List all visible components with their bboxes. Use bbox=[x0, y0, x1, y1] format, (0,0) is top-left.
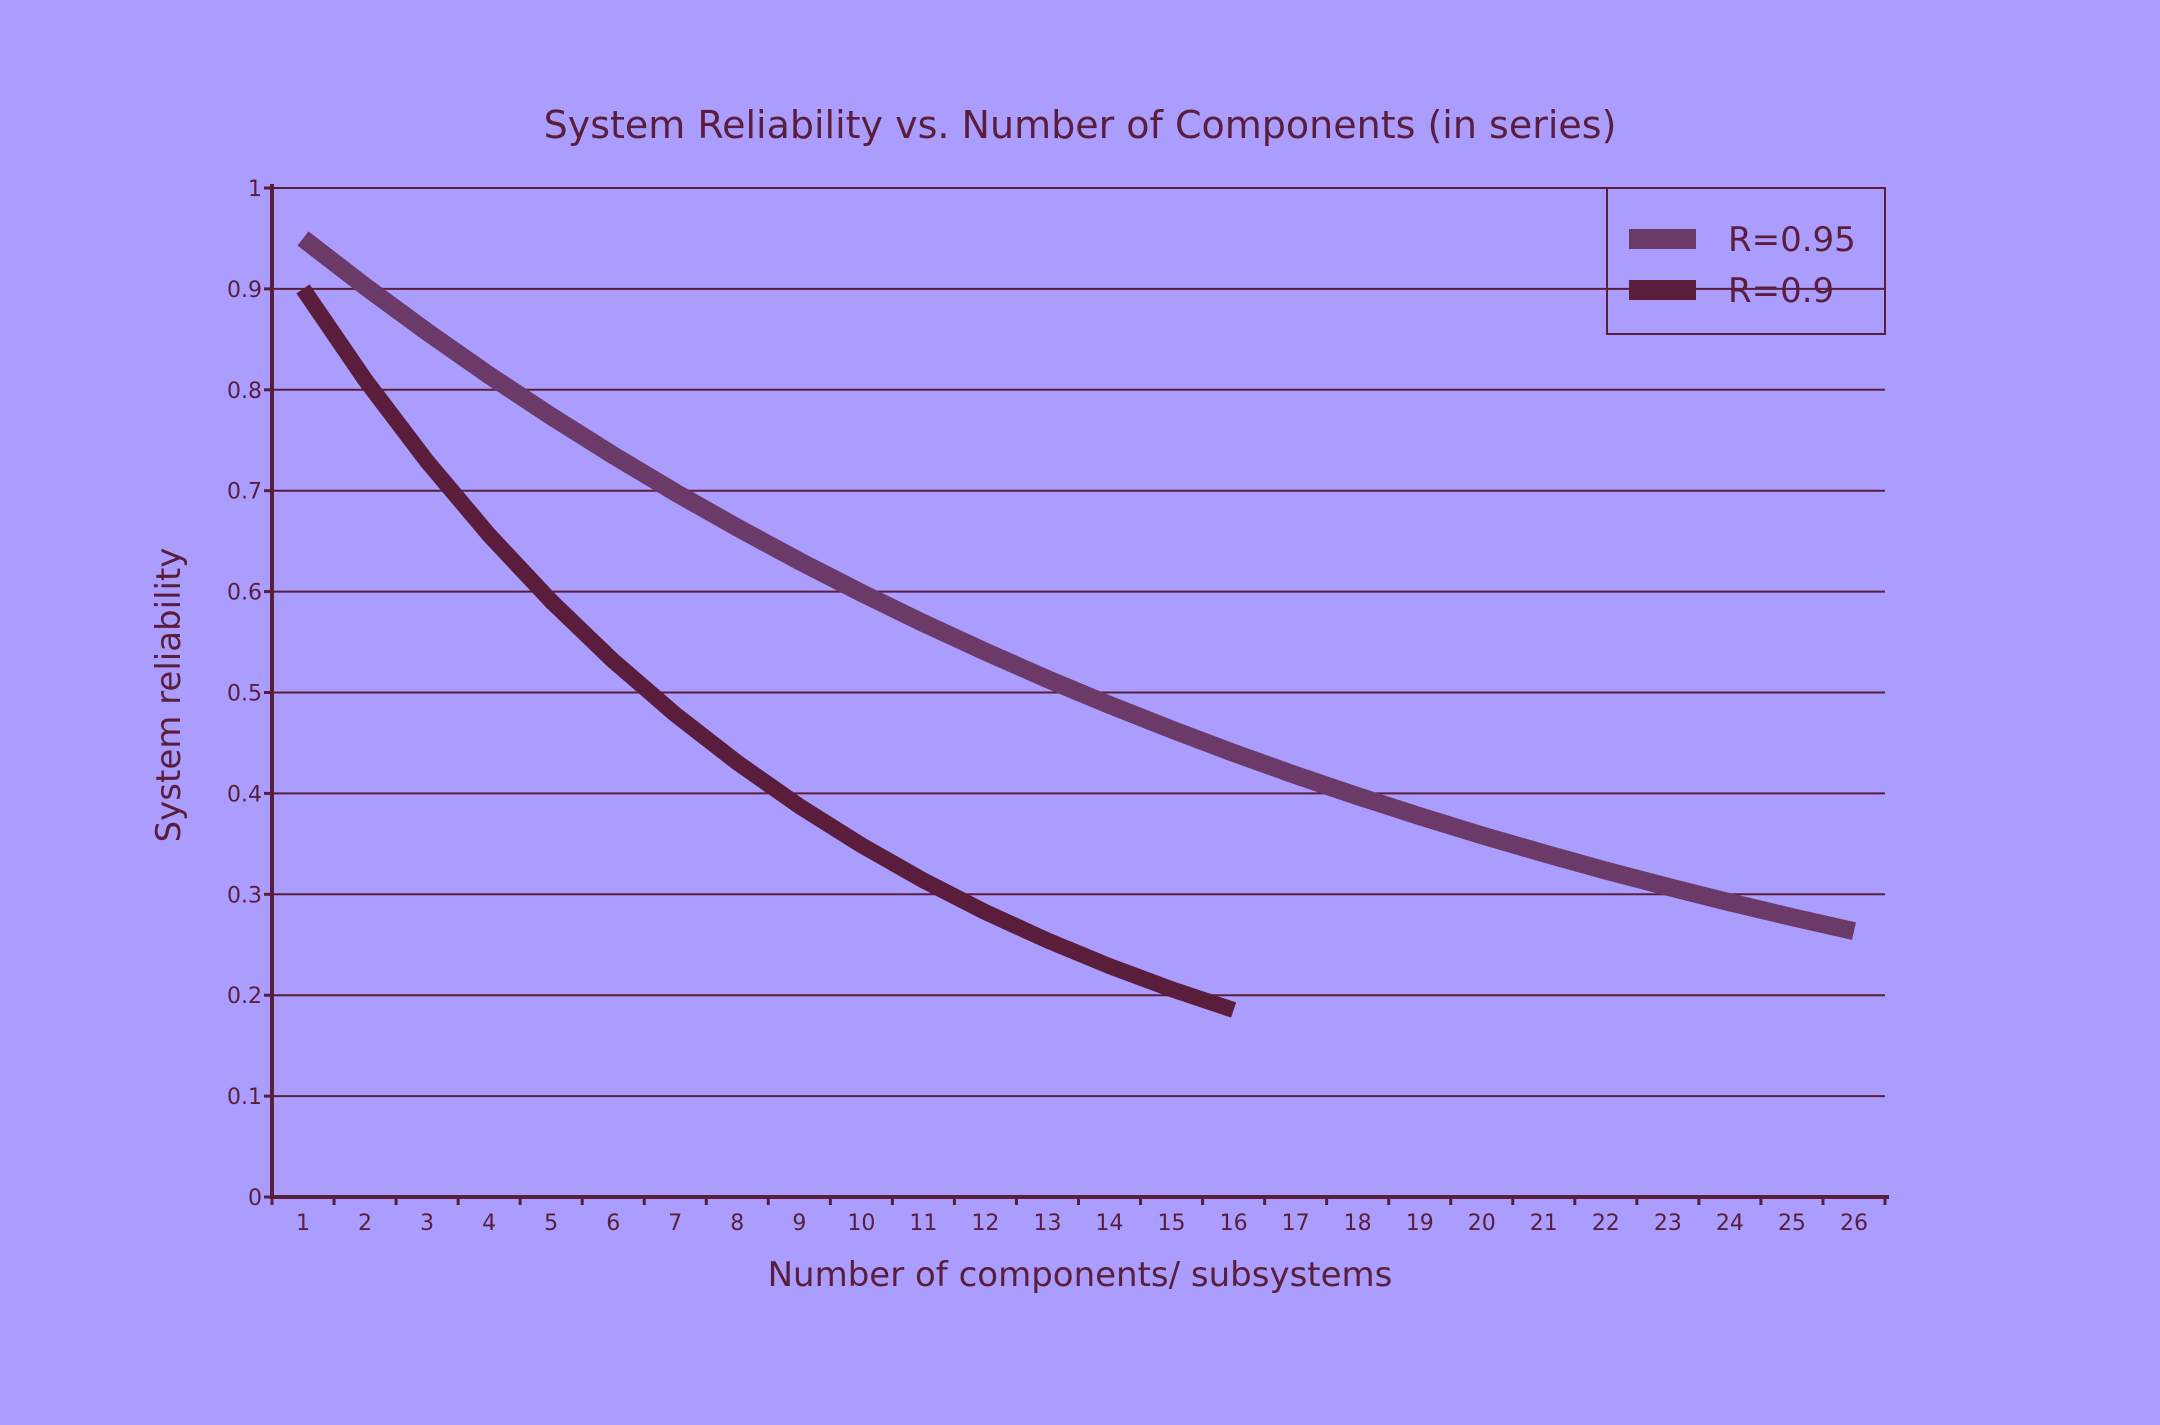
legend-label: R=0.95 bbox=[1728, 220, 1856, 260]
x-tick-label: 3 bbox=[420, 1211, 434, 1236]
x-tick-label: 11 bbox=[909, 1211, 937, 1236]
x-tick-label: 2 bbox=[358, 1211, 372, 1236]
y-tick-label: 0.9 bbox=[227, 278, 262, 303]
y-tick-label: 0.6 bbox=[227, 581, 262, 606]
y-tick-label: 1 bbox=[248, 177, 262, 202]
x-axis-label: Number of components/ subsystems bbox=[768, 1255, 1393, 1295]
x-tick-label: 15 bbox=[1158, 1211, 1186, 1236]
legend-swatch bbox=[1629, 229, 1696, 249]
x-tick-label: 21 bbox=[1530, 1211, 1558, 1236]
y-tick-label: 0.5 bbox=[227, 682, 262, 707]
legend: R=0.95 R=0.9 bbox=[1606, 187, 1886, 335]
x-tick-label: 23 bbox=[1654, 1211, 1682, 1236]
x-tick-label: 13 bbox=[1033, 1211, 1061, 1236]
y-tick-label: 0 bbox=[248, 1186, 262, 1211]
y-tick-label: 0.3 bbox=[227, 883, 262, 908]
legend-swatch bbox=[1629, 280, 1696, 300]
y-axis-label: System reliability bbox=[149, 548, 189, 843]
x-tick-label: 9 bbox=[792, 1211, 806, 1236]
y-tick-label: 0.8 bbox=[227, 379, 262, 404]
series-line-r09 bbox=[296, 284, 1237, 1018]
chart-title: System Reliability vs. Number of Compone… bbox=[544, 103, 1617, 147]
x-tick-label: 17 bbox=[1282, 1211, 1310, 1236]
series-line-r095 bbox=[297, 231, 1856, 940]
y-axis-ticks: 0 0.1 0.2 0.3 0.4 0.5 0.6 0.7 0.8 0.9 1 bbox=[227, 177, 272, 1211]
legend-label: R=0.9 bbox=[1728, 271, 1834, 311]
y-tick-label: 0.2 bbox=[227, 984, 262, 1009]
x-axis-ticks: 1 2 3 4 5 6 7 8 9 10 11 12 13 14 15 16 17 18 19 20 21 22 23 24 2… bbox=[270, 1197, 1887, 1236]
x-tick-label: 12 bbox=[971, 1211, 999, 1236]
x-tick-label: 10 bbox=[847, 1211, 875, 1236]
x-tick-label: 26 bbox=[1840, 1211, 1868, 1236]
x-tick-label: 4 bbox=[482, 1211, 496, 1236]
x-tick-label: 5 bbox=[544, 1211, 558, 1236]
x-tick-label: 14 bbox=[1096, 1211, 1124, 1236]
x-tick-label: 19 bbox=[1406, 1211, 1434, 1236]
x-tick-label: 18 bbox=[1344, 1211, 1372, 1236]
x-tick-label: 22 bbox=[1592, 1211, 1620, 1236]
x-tick-label: 6 bbox=[606, 1211, 620, 1236]
y-tick-label: 0.4 bbox=[227, 782, 262, 807]
series-lines bbox=[296, 231, 1856, 1018]
x-tick-label: 24 bbox=[1716, 1211, 1744, 1236]
x-tick-label: 1 bbox=[296, 1211, 310, 1236]
x-tick-label: 20 bbox=[1468, 1211, 1496, 1236]
legend-box bbox=[1606, 187, 1886, 335]
x-tick-label: 8 bbox=[730, 1211, 744, 1236]
x-tick-label: 25 bbox=[1778, 1211, 1806, 1236]
x-tick-label: 16 bbox=[1220, 1211, 1248, 1236]
y-tick-label: 0.7 bbox=[227, 480, 262, 505]
x-tick-label: 7 bbox=[668, 1211, 682, 1236]
y-tick-label: 0.1 bbox=[227, 1085, 262, 1110]
